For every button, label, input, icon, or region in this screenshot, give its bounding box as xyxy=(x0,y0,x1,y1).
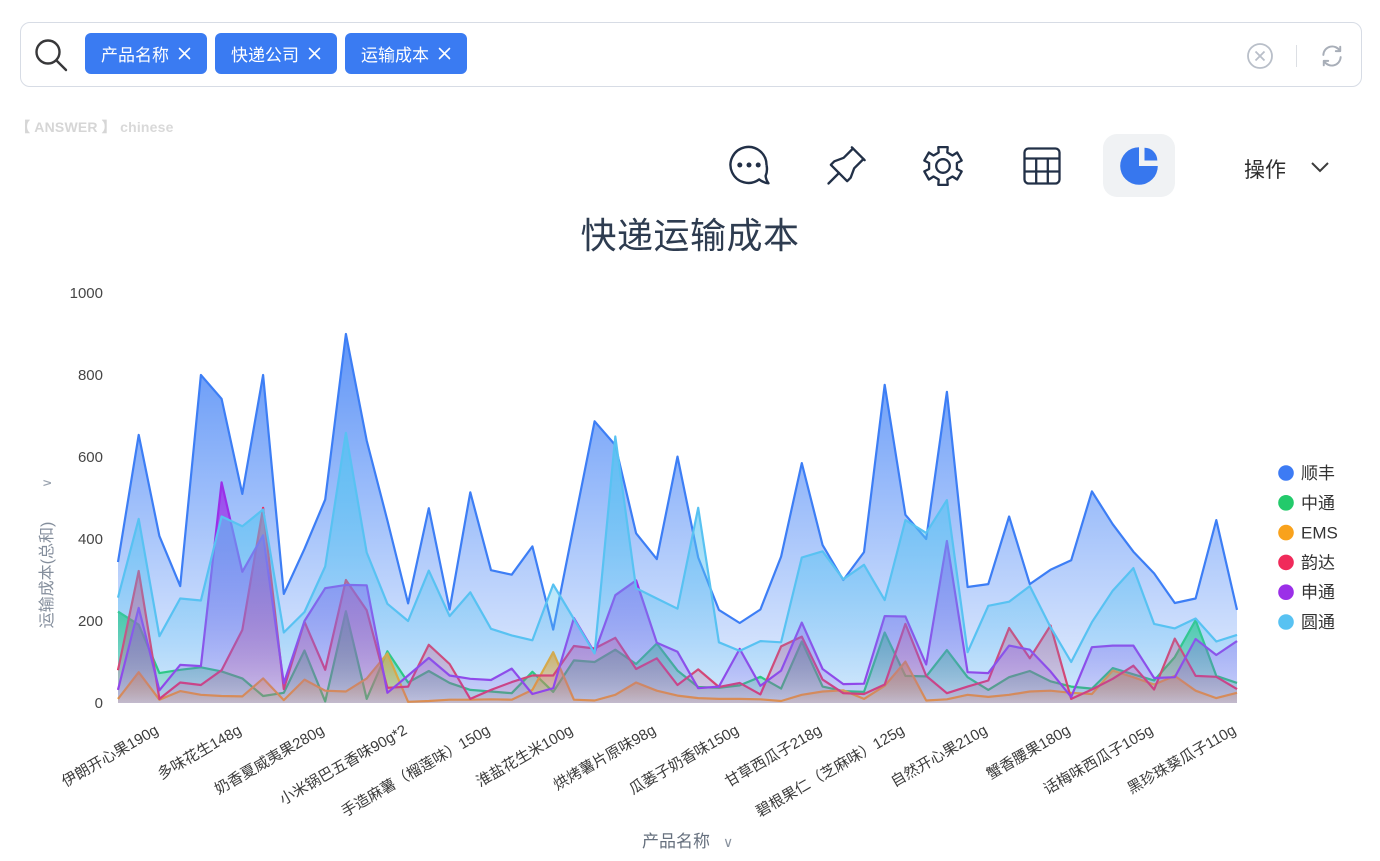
svg-text:碧根果仁（芝麻味）125g: 碧根果仁（芝麻味）125g xyxy=(753,722,907,821)
svg-text:顺丰: 顺丰 xyxy=(1301,464,1335,483)
svg-text:800: 800 xyxy=(78,367,103,384)
svg-text:200: 200 xyxy=(78,613,103,630)
svg-text:伊朗开心果190g: 伊朗开心果190g xyxy=(59,722,161,791)
svg-text:中通: 中通 xyxy=(1301,494,1335,513)
svg-text:∨: ∨ xyxy=(39,478,54,488)
svg-text:手造麻薯（榴莲味）150g: 手造麻薯（榴莲味）150g xyxy=(339,722,493,821)
svg-text:0: 0 xyxy=(95,695,103,712)
svg-text:600: 600 xyxy=(78,449,103,466)
svg-text:圆通: 圆通 xyxy=(1301,613,1335,632)
svg-text:产品名称: 产品名称 xyxy=(642,832,710,851)
svg-text:EMS: EMS xyxy=(1301,524,1338,543)
svg-text:∨: ∨ xyxy=(723,834,733,850)
svg-text:1000: 1000 xyxy=(70,285,103,302)
svg-text:400: 400 xyxy=(78,531,103,548)
svg-text:申通: 申通 xyxy=(1301,583,1335,602)
svg-text:运输成本(总和): 运输成本(总和) xyxy=(38,522,56,629)
svg-text:韵达: 韵达 xyxy=(1301,553,1335,572)
